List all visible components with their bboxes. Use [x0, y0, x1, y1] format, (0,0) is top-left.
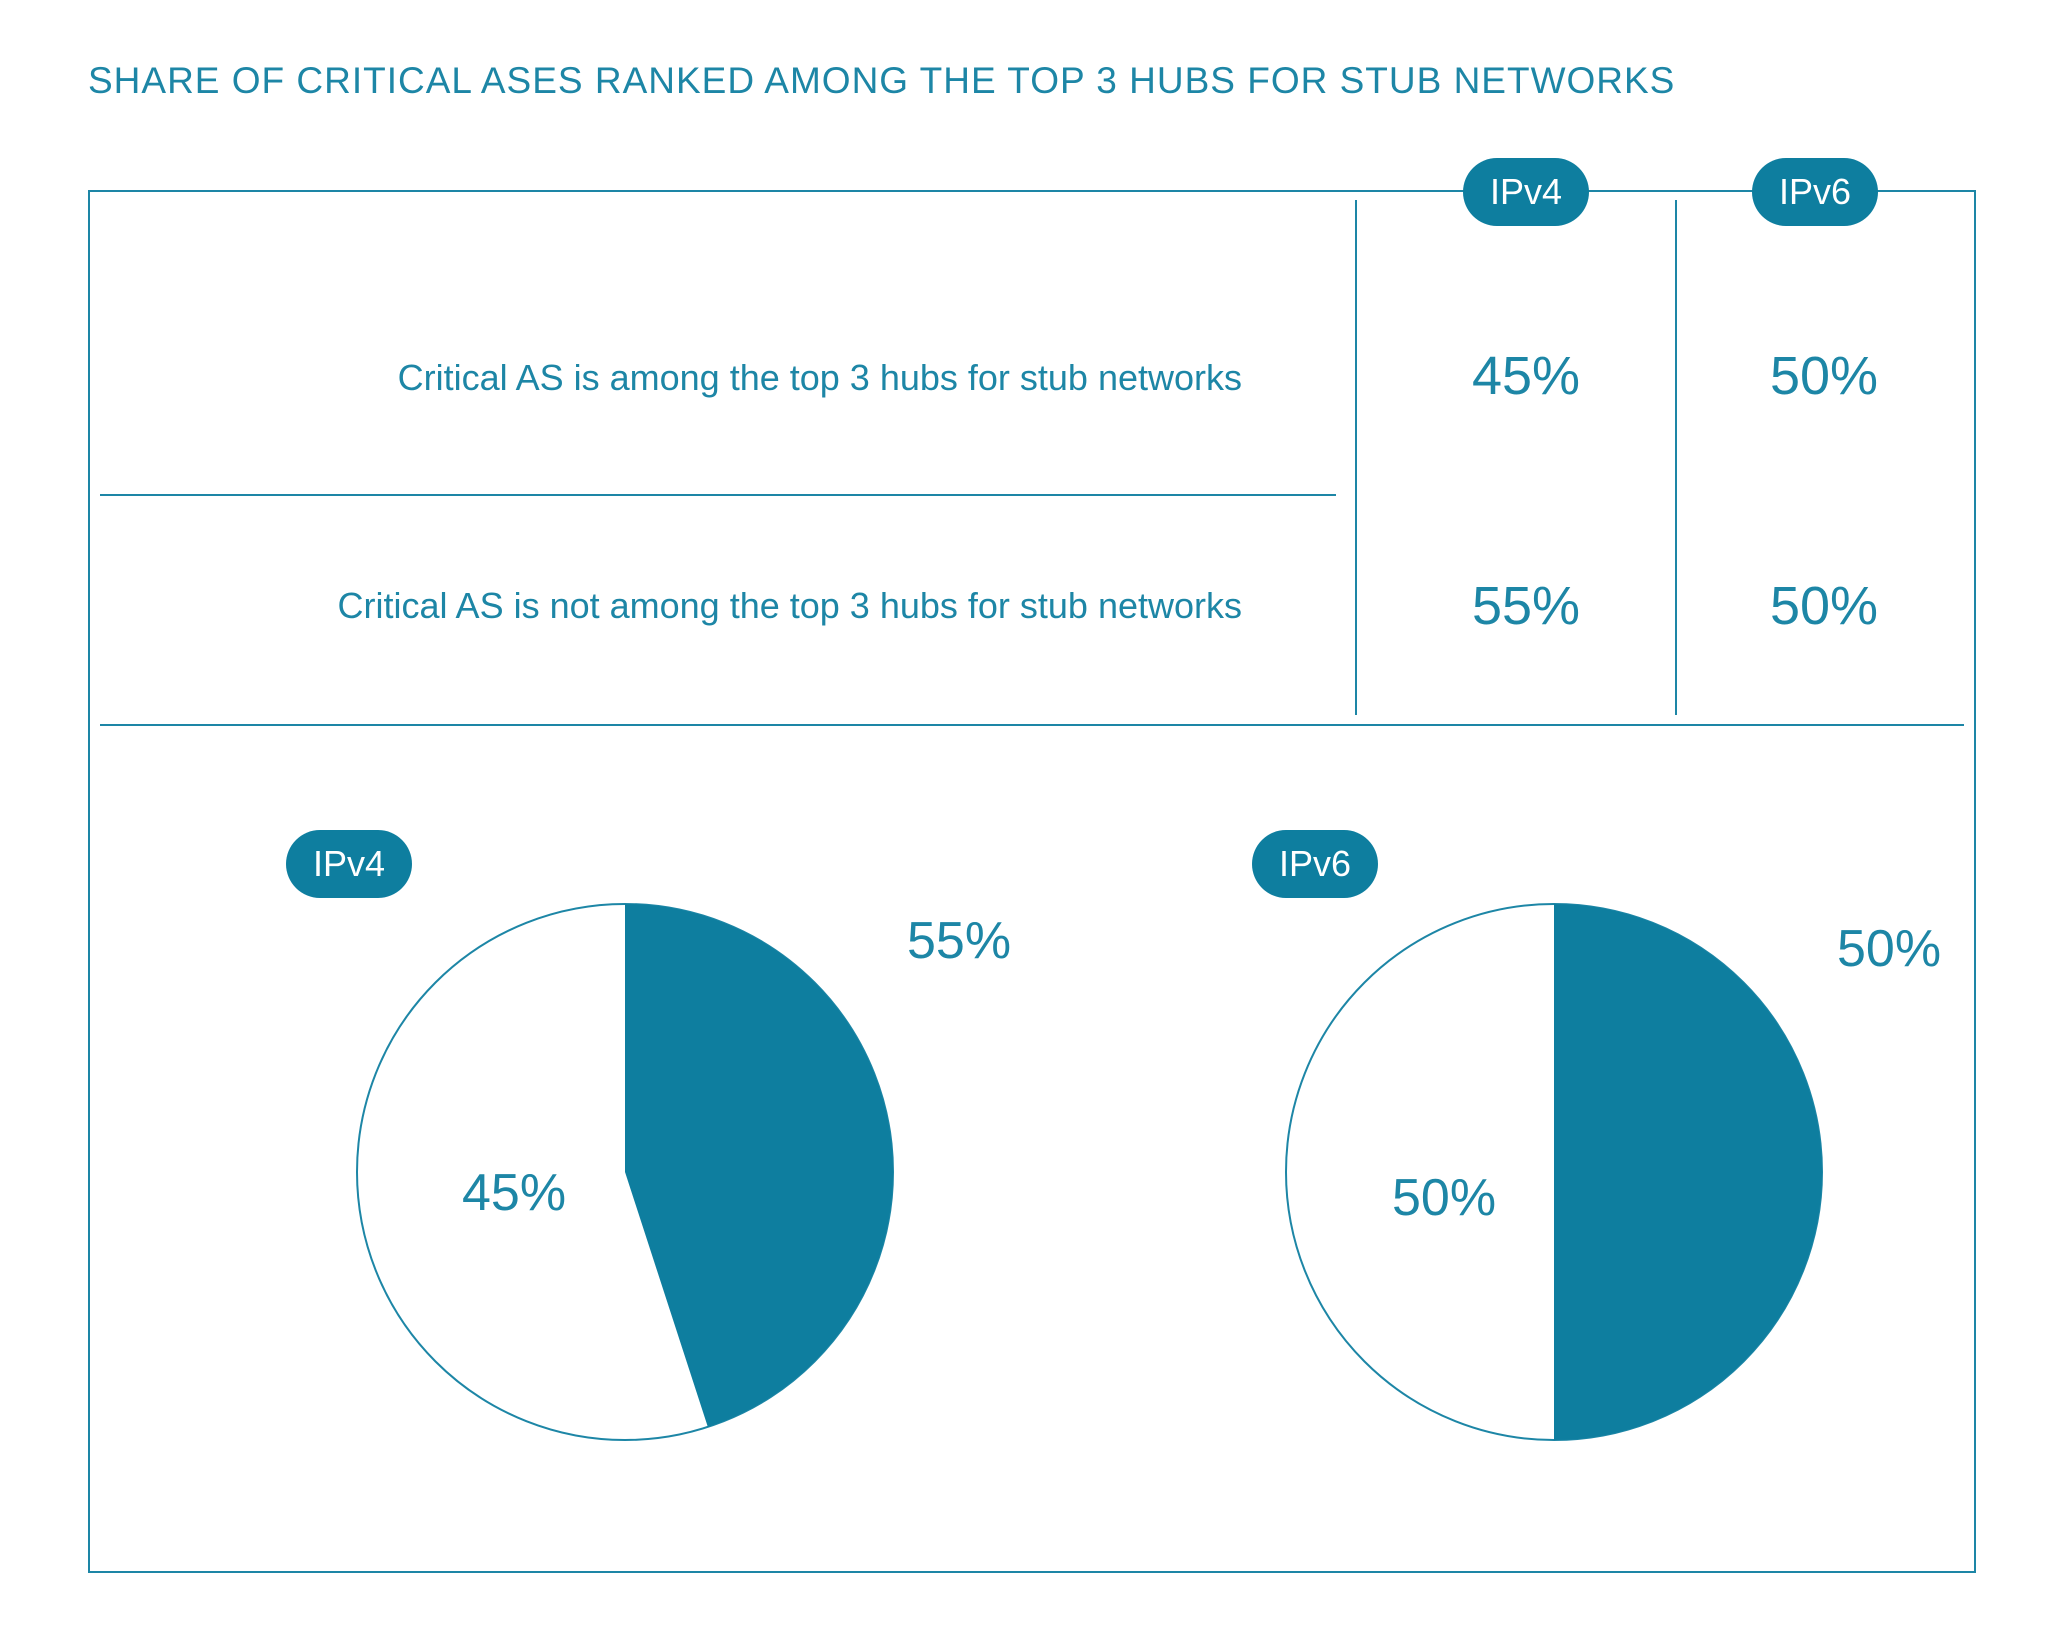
chart-title: SHARE OF CRITICAL ASES RANKED AMONG THE …	[88, 60, 1676, 101]
pie-label-ipv6-1: 50%	[1837, 920, 1941, 978]
pie-slice-among-ipv6	[1554, 904, 1822, 1440]
table-bottom-divider	[100, 724, 1964, 726]
chart-frame	[88, 190, 1976, 1573]
cell-among-ipv4: 45%	[1471, 346, 1581, 406]
table-divider-ipv4	[1355, 200, 1357, 715]
row-label-among: Critical AS is among the top 3 hubs for …	[397, 357, 1242, 398]
cell-not-among-ipv4: 55%	[1471, 576, 1581, 636]
row-label-not-among: Critical AS is not among the top 3 hubs …	[337, 585, 1242, 626]
pie-title-ipv4: IPv4	[286, 830, 412, 898]
pie-label-ipv6-0: 50%	[1392, 1169, 1496, 1227]
table-divider-ipv6	[1675, 200, 1677, 715]
pie-label-ipv4-1: 55%	[907, 912, 1011, 970]
cell-not-among-ipv6: 50%	[1769, 576, 1879, 636]
pie-title-ipv6: IPv6	[1252, 830, 1378, 898]
pie-label-ipv4-0: 45%	[462, 1164, 566, 1222]
column-header-ipv4: IPv4	[1463, 158, 1589, 226]
cell-among-ipv6: 50%	[1769, 346, 1879, 406]
table-row-divider	[100, 494, 1336, 496]
pie-slice-among-ipv4	[625, 904, 893, 1427]
column-header-ipv6: IPv6	[1752, 158, 1878, 226]
